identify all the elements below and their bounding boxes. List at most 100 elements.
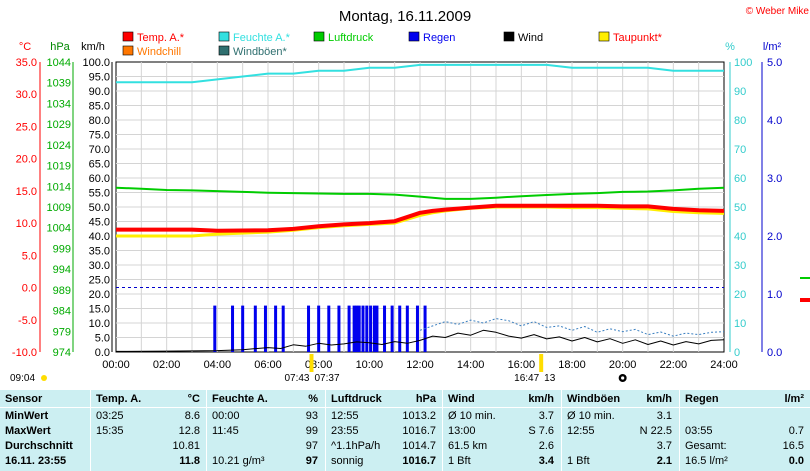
rain-bar xyxy=(398,305,402,352)
table-cell: 1 Bft xyxy=(448,455,471,467)
table-header-humidity: Feuchte A. xyxy=(212,393,268,405)
humidity-tick-label: 50 xyxy=(734,202,746,214)
sunset-marker xyxy=(539,354,544,372)
rain-bar xyxy=(231,305,235,352)
humidity-tick-label: 80 xyxy=(734,115,746,127)
temp-tick-label: 20.0 xyxy=(16,154,37,166)
pressure-tick-label: 1004 xyxy=(47,223,71,235)
wind-tick-label: 95.0 xyxy=(89,72,110,84)
table-header-gust: Windböen xyxy=(567,393,621,405)
x-tick-label: 20:00 xyxy=(609,359,637,371)
table-cell: 99 xyxy=(305,425,318,437)
rain-bar xyxy=(369,305,373,352)
table-divider xyxy=(442,390,443,471)
sunrise-label: 07:43 xyxy=(284,373,309,384)
table-cell: ^1.1hPa/h xyxy=(331,440,381,452)
legend-label: Taupunkt* xyxy=(613,32,663,44)
table-divider xyxy=(679,390,680,471)
wind-tick-label: 30.0 xyxy=(89,260,110,272)
legend-swatch xyxy=(313,31,325,42)
temp-tick-label: 25.0 xyxy=(16,121,37,133)
table-cell: 8.6 xyxy=(184,410,200,422)
table-row-label: MaxWert xyxy=(5,425,51,437)
x-tick-label: 22:00 xyxy=(660,359,688,371)
pressure-tick-label: 1024 xyxy=(47,140,71,152)
credit-text: © Weber Mike xyxy=(746,6,810,17)
table-header-gust-unit: km/h xyxy=(646,393,672,405)
pressure-tick-label: 989 xyxy=(53,285,71,297)
table-cell: 61.5 km xyxy=(448,440,488,452)
wind-tick-label: 55.0 xyxy=(89,188,110,200)
wind-tick-label: 60.0 xyxy=(89,173,110,185)
table-cell: 12:55 xyxy=(567,425,595,437)
temp-tick-label: 10.0 xyxy=(16,218,37,230)
table-header-sensor: Sensor xyxy=(5,393,43,405)
legend-swatch xyxy=(503,31,515,42)
legend-swatch xyxy=(408,31,420,42)
rain-tick-label: 2.0 xyxy=(767,231,782,243)
series-line-luftdruck xyxy=(115,186,725,200)
table-cell: 10.21 g/m³ xyxy=(212,455,265,467)
legend-label: Wind xyxy=(518,32,543,44)
wind-tick-label: 20.0 xyxy=(89,289,110,301)
sunset-label: 16:47 xyxy=(514,373,539,384)
table-header-rain: Regen xyxy=(685,393,719,405)
table-cell: 93 xyxy=(305,410,318,422)
pressure-tick-label: 1039 xyxy=(47,78,71,90)
marker-label: 07:37 xyxy=(314,373,339,384)
rain-bar xyxy=(365,305,369,352)
table-header-humidity-unit: % xyxy=(308,393,318,405)
rain-bar xyxy=(415,305,419,352)
pressure-tick-label: 984 xyxy=(53,306,71,318)
table-header-temp: Temp. A. xyxy=(96,393,142,405)
pressure-tick-label: 1009 xyxy=(47,202,71,214)
temp-tick-label: -10.0 xyxy=(12,347,37,359)
legend-swatch xyxy=(122,45,134,56)
table-cell: N 22.5 xyxy=(639,425,672,437)
wind-tick-label: 100.0 xyxy=(82,57,110,69)
legend-swatch xyxy=(218,31,230,42)
rain-bar xyxy=(347,305,351,352)
humidity-tick-label: 100 xyxy=(734,57,752,69)
rain-bar xyxy=(327,305,331,352)
table-cell: 15:35 xyxy=(96,425,124,437)
rain-bar xyxy=(337,305,341,352)
humidity-tick-label: 90 xyxy=(734,86,746,98)
x-tick-label: 12:00 xyxy=(406,359,434,371)
wind-tick-label: 85.0 xyxy=(89,101,110,113)
temp-tick-label: 30.0 xyxy=(16,89,37,101)
humidity-tick-label: 30 xyxy=(734,260,746,272)
weather-chart: Montag, 16.11.2009 © Weber Mike Temp. A.* F… xyxy=(10,6,810,384)
legend-label: Windchill xyxy=(137,46,181,58)
humidity-axis-unit: % xyxy=(725,41,735,53)
table-cell: 0.7 xyxy=(788,425,804,437)
table-cell: 11.8 xyxy=(179,455,200,467)
humidity-tick-label: 40 xyxy=(734,231,746,243)
x-tick-label: 24:00 xyxy=(710,359,738,371)
wind-tick-label: 35.0 xyxy=(89,246,110,258)
x-tick-label: 08:00 xyxy=(305,359,333,371)
table-cell: 2.1 xyxy=(656,455,672,467)
rain-bar xyxy=(281,305,285,352)
humidity-tick-label: 60 xyxy=(734,173,746,185)
x-tick-label: 18:00 xyxy=(558,359,586,371)
x-tick-label: 00:00 xyxy=(102,359,130,371)
table-cell: 1013.2 xyxy=(402,410,436,422)
temp-tick-label: 5.0 xyxy=(22,250,37,262)
table-divider xyxy=(90,390,91,471)
table-divider xyxy=(0,407,810,408)
temp-tick-label: 35.0 xyxy=(16,57,37,69)
pressure-tick-label: 1029 xyxy=(47,119,71,131)
table-header-wind-unit: km/h xyxy=(528,393,554,405)
rain-bar xyxy=(361,305,365,352)
table-cell: 23:55 xyxy=(331,425,359,437)
temp-tick-label: -5.0 xyxy=(18,315,37,327)
rain-bar xyxy=(317,305,321,352)
humidity-tick-label: 10 xyxy=(734,318,746,330)
table-cell: 3.1 xyxy=(656,410,672,422)
wind-tick-label: 70.0 xyxy=(89,144,110,156)
rain-bar xyxy=(405,305,409,352)
x-tick-label: 04:00 xyxy=(204,359,232,371)
table-cell: 1 Bft xyxy=(567,455,590,467)
